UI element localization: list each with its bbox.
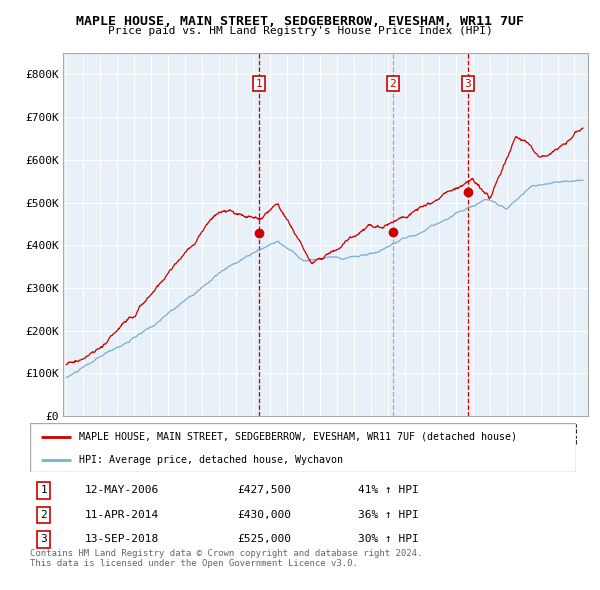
Text: 1: 1 [40, 486, 47, 495]
Text: 1: 1 [256, 78, 262, 88]
Text: 36% ↑ HPI: 36% ↑ HPI [358, 510, 418, 520]
Text: 12-MAY-2006: 12-MAY-2006 [85, 486, 159, 495]
Text: This data is licensed under the Open Government Licence v3.0.: This data is licensed under the Open Gov… [30, 559, 358, 568]
Text: £430,000: £430,000 [238, 510, 292, 520]
Text: Contains HM Land Registry data © Crown copyright and database right 2024.: Contains HM Land Registry data © Crown c… [30, 549, 422, 558]
Text: 30% ↑ HPI: 30% ↑ HPI [358, 535, 418, 545]
Text: MAPLE HOUSE, MAIN STREET, SEDGEBERROW, EVESHAM, WR11 7UF (detached house): MAPLE HOUSE, MAIN STREET, SEDGEBERROW, E… [79, 432, 517, 442]
Text: £525,000: £525,000 [238, 535, 292, 545]
Text: 41% ↑ HPI: 41% ↑ HPI [358, 486, 418, 495]
Text: 3: 3 [40, 535, 47, 545]
Text: Price paid vs. HM Land Registry's House Price Index (HPI): Price paid vs. HM Land Registry's House … [107, 26, 493, 36]
Text: 11-APR-2014: 11-APR-2014 [85, 510, 159, 520]
Text: 2: 2 [40, 510, 47, 520]
Text: £427,500: £427,500 [238, 486, 292, 495]
Text: 13-SEP-2018: 13-SEP-2018 [85, 535, 159, 545]
Text: HPI: Average price, detached house, Wychavon: HPI: Average price, detached house, Wych… [79, 455, 343, 465]
Text: 3: 3 [464, 78, 471, 88]
Text: 2: 2 [389, 78, 396, 88]
Text: MAPLE HOUSE, MAIN STREET, SEDGEBERROW, EVESHAM, WR11 7UF: MAPLE HOUSE, MAIN STREET, SEDGEBERROW, E… [76, 15, 524, 28]
